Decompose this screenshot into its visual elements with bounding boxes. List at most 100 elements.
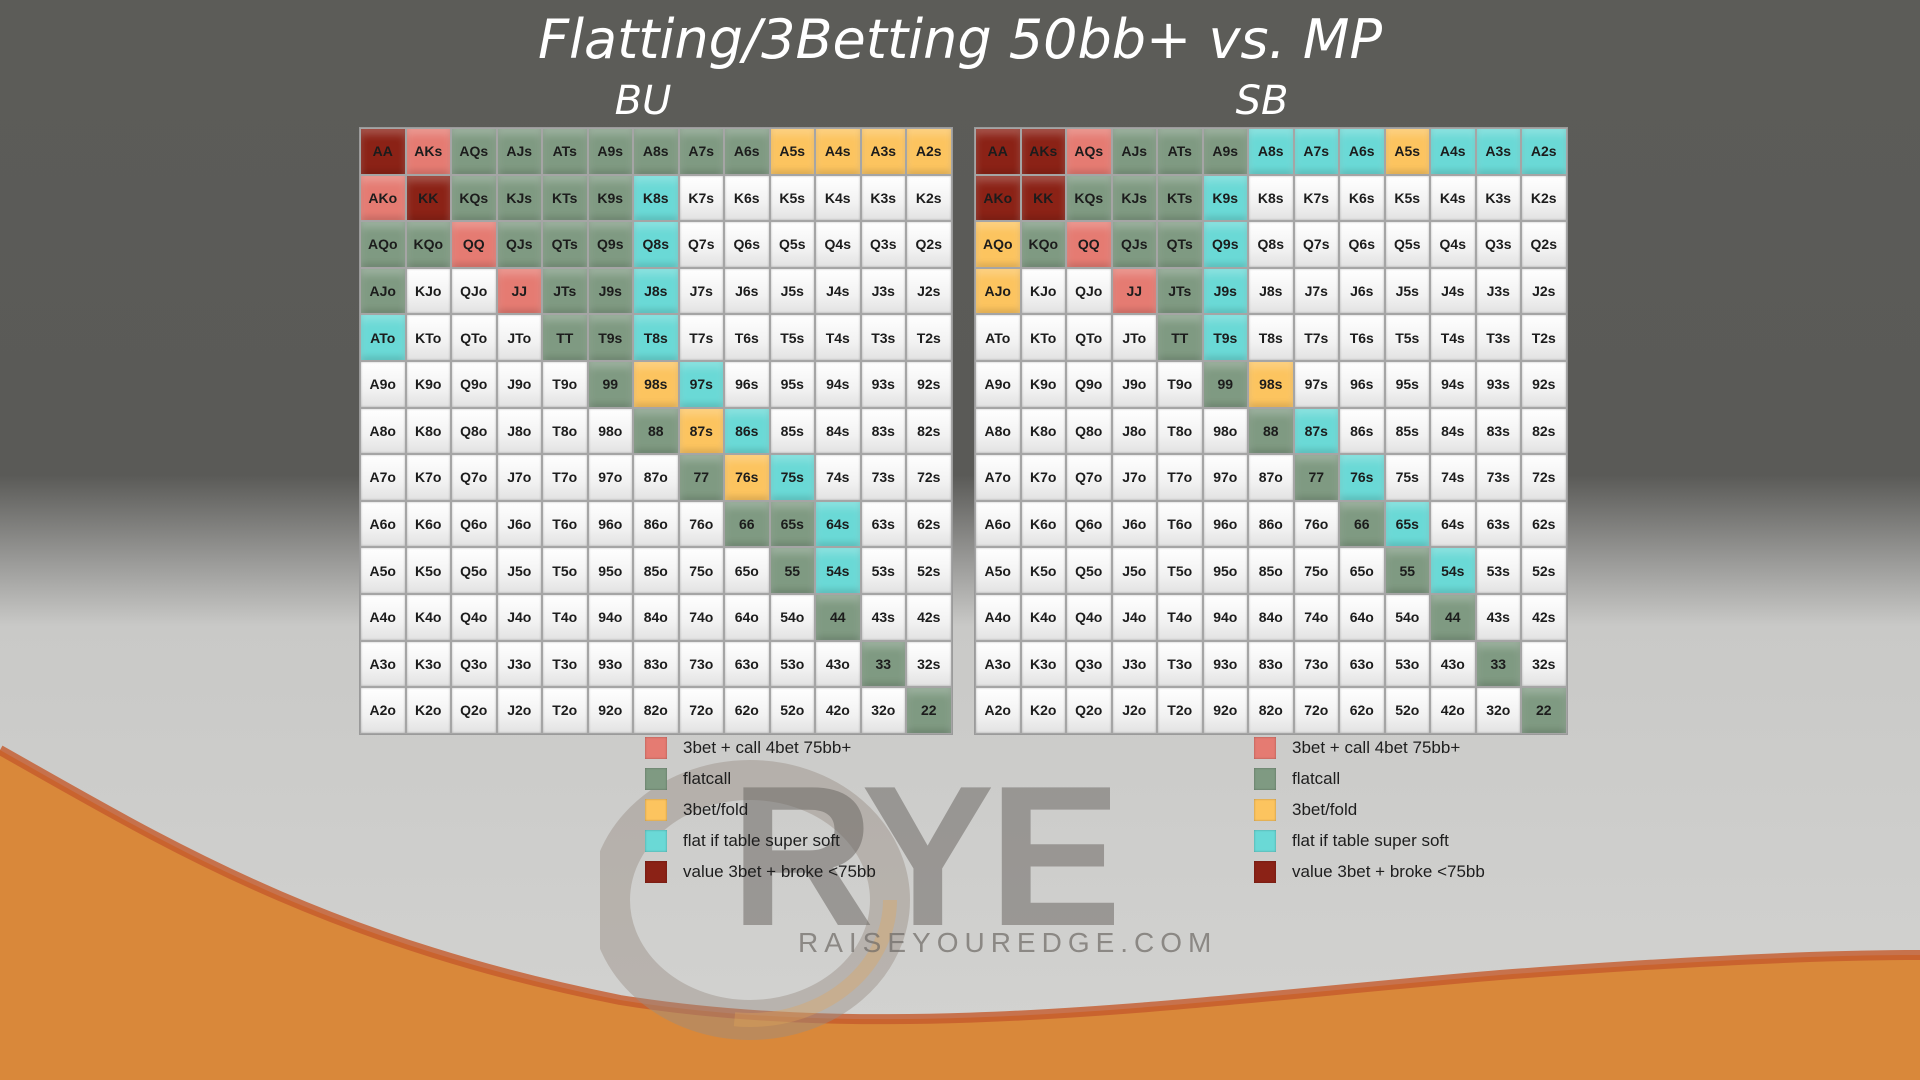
hand-cell: A4s [1430, 128, 1476, 175]
hand-cell: 95s [1384, 360, 1430, 408]
hand-cell: A7o [360, 454, 406, 501]
hand-cell: A8o [360, 407, 406, 455]
legend-label: 3bet + call 4bet 75bb+ [1292, 737, 1461, 757]
legend-swatch [645, 736, 667, 759]
hand-cell: Q8o [1066, 407, 1112, 455]
hand-cell: 43o [1430, 640, 1476, 688]
legend-swatch [1254, 736, 1276, 759]
hand-cell: 42s [1521, 593, 1567, 641]
hand-cell: 84o [633, 593, 679, 641]
hand-cell: 72o [1293, 687, 1339, 734]
hand-cell: J4o [1111, 593, 1157, 641]
hand-cell: 87o [1248, 454, 1294, 501]
hand-cell: KQs [451, 174, 497, 222]
hand-cell: T6o [1157, 500, 1203, 548]
hand-cell: A4o [975, 593, 1021, 641]
hand-cell: 85s [769, 407, 815, 455]
hand-cell: K4o [405, 593, 451, 641]
hand-cell: A9s [587, 128, 633, 175]
hand-cell: J7o [496, 454, 542, 501]
hand-cell: 86o [1248, 500, 1294, 548]
hand-cell: 63s [1475, 500, 1521, 548]
hand-cell: Q2s [906, 221, 952, 268]
legend-label: flatcall [683, 768, 732, 788]
hand-cell: Q7s [1293, 221, 1339, 268]
hand-cell: Q8s [633, 221, 679, 268]
legend-label: flat if table super soft [683, 830, 840, 850]
legend-swatch [1254, 860, 1276, 883]
hand-cell: 73o [1293, 640, 1339, 688]
hand-cell: J5s [769, 267, 815, 315]
hand-cell: T8s [633, 314, 679, 361]
hand-cell: AQo [975, 221, 1021, 268]
legend-label: flat if table super soft [1292, 830, 1449, 850]
hand-cell: K7s [678, 174, 724, 222]
hand-cell: K6s [724, 174, 770, 222]
hand-cell: T9s [1202, 314, 1248, 361]
hand-cell: AJs [1111, 128, 1157, 175]
hand-cell: 92s [1521, 360, 1567, 408]
hand-cell: A3o [360, 640, 406, 688]
hand-cell: J6o [1111, 500, 1157, 548]
hand-cell: 96s [724, 360, 770, 408]
hand-cell: K4o [1020, 593, 1066, 641]
hand-cell: KJs [496, 174, 542, 222]
hand-cell: 95o [1202, 547, 1248, 594]
hand-cell: Q9o [1066, 360, 1112, 408]
hand-cell: AKo [360, 174, 406, 222]
hand-cell: 97s [678, 360, 724, 408]
hand-cell: 52s [1521, 547, 1567, 594]
hand-cell: 97o [587, 454, 633, 501]
hand-cell: K7o [1020, 454, 1066, 501]
bu-range-grid: AA AKs AQs AJs ATs A9s A8s A7s A6s A5s A4s A3s A2s AK… [359, 127, 953, 735]
hand-cell: KQo [1020, 221, 1066, 268]
hand-cell: Q6s [724, 221, 770, 268]
legend-swatch [1254, 767, 1276, 790]
legend-label: 3bet/fold [1292, 799, 1358, 819]
hand-cell: KQo [405, 221, 451, 268]
hand-cell: K3o [1020, 640, 1066, 688]
hand-cell: 96o [1202, 500, 1248, 548]
legend-label: value 3bet + broke <75bb [683, 861, 876, 881]
hand-cell: 65s [1384, 500, 1430, 548]
hand-cell: J5s [1384, 267, 1430, 315]
hand-cell: J3o [496, 640, 542, 688]
hand-cell: A8s [1248, 128, 1294, 175]
chart-title: Flatting/3Betting 50bb+ vs. MP [537, 8, 1383, 71]
hand-cell: T9o [1157, 360, 1203, 408]
hand-cell: J7s [678, 267, 724, 315]
hand-cell: 98o [1202, 407, 1248, 455]
hand-cell: K5o [405, 547, 451, 594]
hand-cell: 63s [860, 500, 906, 548]
hand-cell: 92s [906, 360, 952, 408]
hand-cell: 77 [1293, 454, 1339, 501]
legend-item: value 3bet + broke <75bb [1254, 856, 1485, 887]
hand-cell: JTo [496, 314, 542, 361]
hand-cell: JJ [496, 267, 542, 315]
hand-cell: A3s [1475, 128, 1521, 175]
legend-label: 3bet + call 4bet 75bb+ [683, 737, 852, 757]
hand-cell: 63o [1339, 640, 1385, 688]
hand-cell: 76s [724, 454, 770, 501]
hand-cell: 72s [906, 454, 952, 501]
hand-cell: J4s [1430, 267, 1476, 315]
hand-cell: K7o [405, 454, 451, 501]
hand-cell: 83o [633, 640, 679, 688]
hand-cell: 62o [724, 687, 770, 734]
hand-cell: KJo [1020, 267, 1066, 315]
hand-cell: 53o [1384, 640, 1430, 688]
hand-cell: T3o [542, 640, 588, 688]
hand-cell: K2s [1521, 174, 1567, 222]
hand-cell: 94s [815, 360, 861, 408]
hand-cell: 94o [587, 593, 633, 641]
hand-cell: T2s [906, 314, 952, 361]
hand-cell: ATs [542, 128, 588, 175]
hand-cell: A8o [975, 407, 1021, 455]
hand-cell: A3s [860, 128, 906, 175]
bu-legend: 3bet + call 4bet 75bb+ flatcall 3bet/fold f… [645, 732, 876, 887]
hand-cell: 97s [1293, 360, 1339, 408]
hand-cell: 63o [724, 640, 770, 688]
hand-cell: KK [1020, 174, 1066, 222]
hand-cell: Q5o [1066, 547, 1112, 594]
